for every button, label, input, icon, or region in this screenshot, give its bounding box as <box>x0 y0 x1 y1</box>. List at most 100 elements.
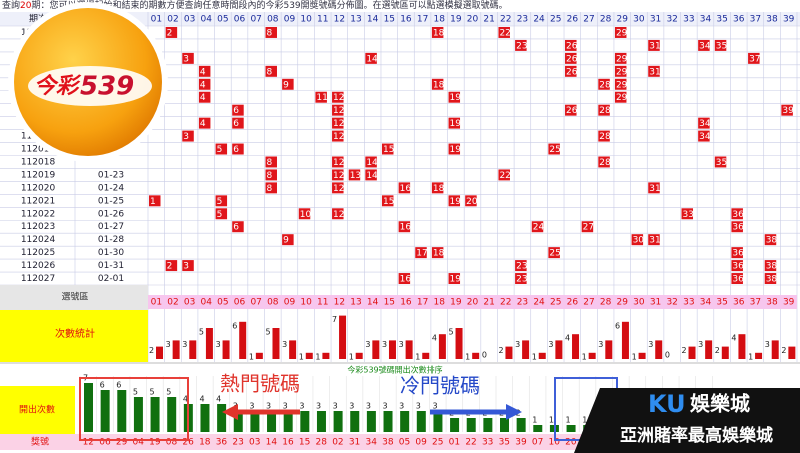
ranking-count: 3 <box>383 402 388 411</box>
pick-number[interactable]: 37 <box>750 298 761 308</box>
pick-number[interactable]: 11 <box>317 298 328 308</box>
column-header: 01 <box>151 15 162 25</box>
pick-number[interactable]: 34 <box>700 298 712 308</box>
pick-number[interactable]: 26 <box>567 298 579 308</box>
pick-number[interactable]: 20 <box>467 298 479 308</box>
pick-number[interactable]: 05 <box>217 298 228 308</box>
count-bar <box>405 340 413 359</box>
pick-number[interactable]: 02 <box>167 298 178 308</box>
hit-number: 22 <box>499 28 510 38</box>
pick-number[interactable]: 07 <box>250 298 261 308</box>
count-label: 3 <box>765 340 770 349</box>
hit-number: 34 <box>699 119 711 129</box>
ranking-number: 29 <box>116 438 128 448</box>
pick-number[interactable]: 25 <box>550 298 561 308</box>
column-header: 06 <box>234 15 246 25</box>
pick-number[interactable]: 30 <box>633 298 645 308</box>
count-bar <box>255 352 263 359</box>
pick-number[interactable]: 29 <box>617 298 629 308</box>
count-bar <box>322 352 330 359</box>
count-label: 4 <box>565 334 570 343</box>
hit-number: 12 <box>333 132 344 142</box>
hit-cell <box>781 104 793 116</box>
count-bar <box>788 346 796 359</box>
ranking-bar <box>233 411 243 432</box>
count-label: 3 <box>166 340 171 349</box>
ranking-count: 3 <box>249 402 254 411</box>
hit-number: 9 <box>283 236 289 246</box>
hit-number: 18 <box>433 249 445 259</box>
period: 112019 <box>21 170 56 180</box>
pick-number[interactable]: 03 <box>184 298 195 308</box>
pick-number[interactable]: 39 <box>783 298 795 308</box>
pick-number[interactable]: 18 <box>433 298 445 308</box>
pick-number[interactable]: 27 <box>583 298 594 308</box>
count-label: 1 <box>582 352 587 361</box>
pick-number[interactable]: 14 <box>367 298 379 308</box>
hit-number: 35 <box>716 158 727 168</box>
hit-cell <box>232 104 244 116</box>
count-label: 3 <box>182 340 187 349</box>
ranking-number: 34 <box>365 438 377 448</box>
hit-cell <box>614 78 627 90</box>
banner-ku: KU <box>648 390 686 418</box>
pick-number[interactable]: 15 <box>384 298 395 308</box>
count-label: 4 <box>432 334 437 343</box>
hit-number: 39 <box>782 106 794 116</box>
pick-number[interactable]: 09 <box>284 298 296 308</box>
hit-number: 18 <box>433 28 445 38</box>
count-label: 1 <box>415 352 420 361</box>
ranking-bar <box>533 425 543 432</box>
ranking-bar <box>333 411 343 432</box>
pick-number[interactable]: 22 <box>500 298 511 308</box>
pick-number[interactable]: 12 <box>334 298 345 308</box>
pick-number[interactable]: 31 <box>650 298 661 308</box>
pick-number[interactable]: 32 <box>666 298 677 308</box>
count-bar <box>522 340 530 359</box>
ranking-count: 6 <box>100 381 105 390</box>
pick-number[interactable]: 36 <box>733 298 745 308</box>
pick-number[interactable]: 16 <box>400 298 412 308</box>
hit-cell <box>531 221 544 233</box>
pick-number[interactable]: 06 <box>234 298 246 308</box>
date: 01-23 <box>98 170 124 180</box>
hit-number: 8 <box>266 158 272 168</box>
hit-cell <box>614 65 627 77</box>
pick-number[interactable]: 24 <box>533 298 545 308</box>
hit-number: 4 <box>200 119 206 129</box>
hit-cell <box>515 39 527 51</box>
banner <box>574 388 800 453</box>
ranking-bar <box>416 411 426 432</box>
pick-number[interactable]: 38 <box>766 298 778 308</box>
count-bar <box>655 340 663 359</box>
ranking-count: 4 <box>216 395 221 404</box>
hit-cell <box>631 234 644 246</box>
ranking-bar <box>316 411 326 432</box>
pick-number[interactable]: 01 <box>151 298 162 308</box>
count-label: 3 <box>548 340 553 349</box>
pick-number[interactable]: 10 <box>300 298 312 308</box>
ranking-bar <box>167 397 177 432</box>
ranking-bar <box>217 404 227 432</box>
hit-number: 4 <box>200 67 206 77</box>
hit-cell <box>731 247 743 259</box>
pick-number[interactable]: 28 <box>600 298 612 308</box>
pick-number[interactable]: 17 <box>417 298 428 308</box>
hit-cell <box>498 27 510 38</box>
hit-number: 4 <box>200 93 206 103</box>
pick-number[interactable]: 23 <box>517 298 528 308</box>
hit-number: 26 <box>566 67 578 77</box>
pick-number[interactable]: 13 <box>350 298 361 308</box>
pick-number[interactable]: 35 <box>716 298 727 308</box>
pick-number[interactable]: 33 <box>683 298 694 308</box>
hit-cell <box>215 143 228 155</box>
pick-number[interactable]: 08 <box>267 298 279 308</box>
count-bar <box>372 340 380 359</box>
count-label: 1 <box>748 352 753 361</box>
hit-number: 24 <box>533 223 545 233</box>
pick-number[interactable]: 19 <box>450 298 462 308</box>
pick-number[interactable]: 04 <box>201 298 213 308</box>
ranking-count: 1 <box>549 416 554 425</box>
pick-number[interactable]: 21 <box>483 298 494 308</box>
hit-cell <box>598 156 610 168</box>
